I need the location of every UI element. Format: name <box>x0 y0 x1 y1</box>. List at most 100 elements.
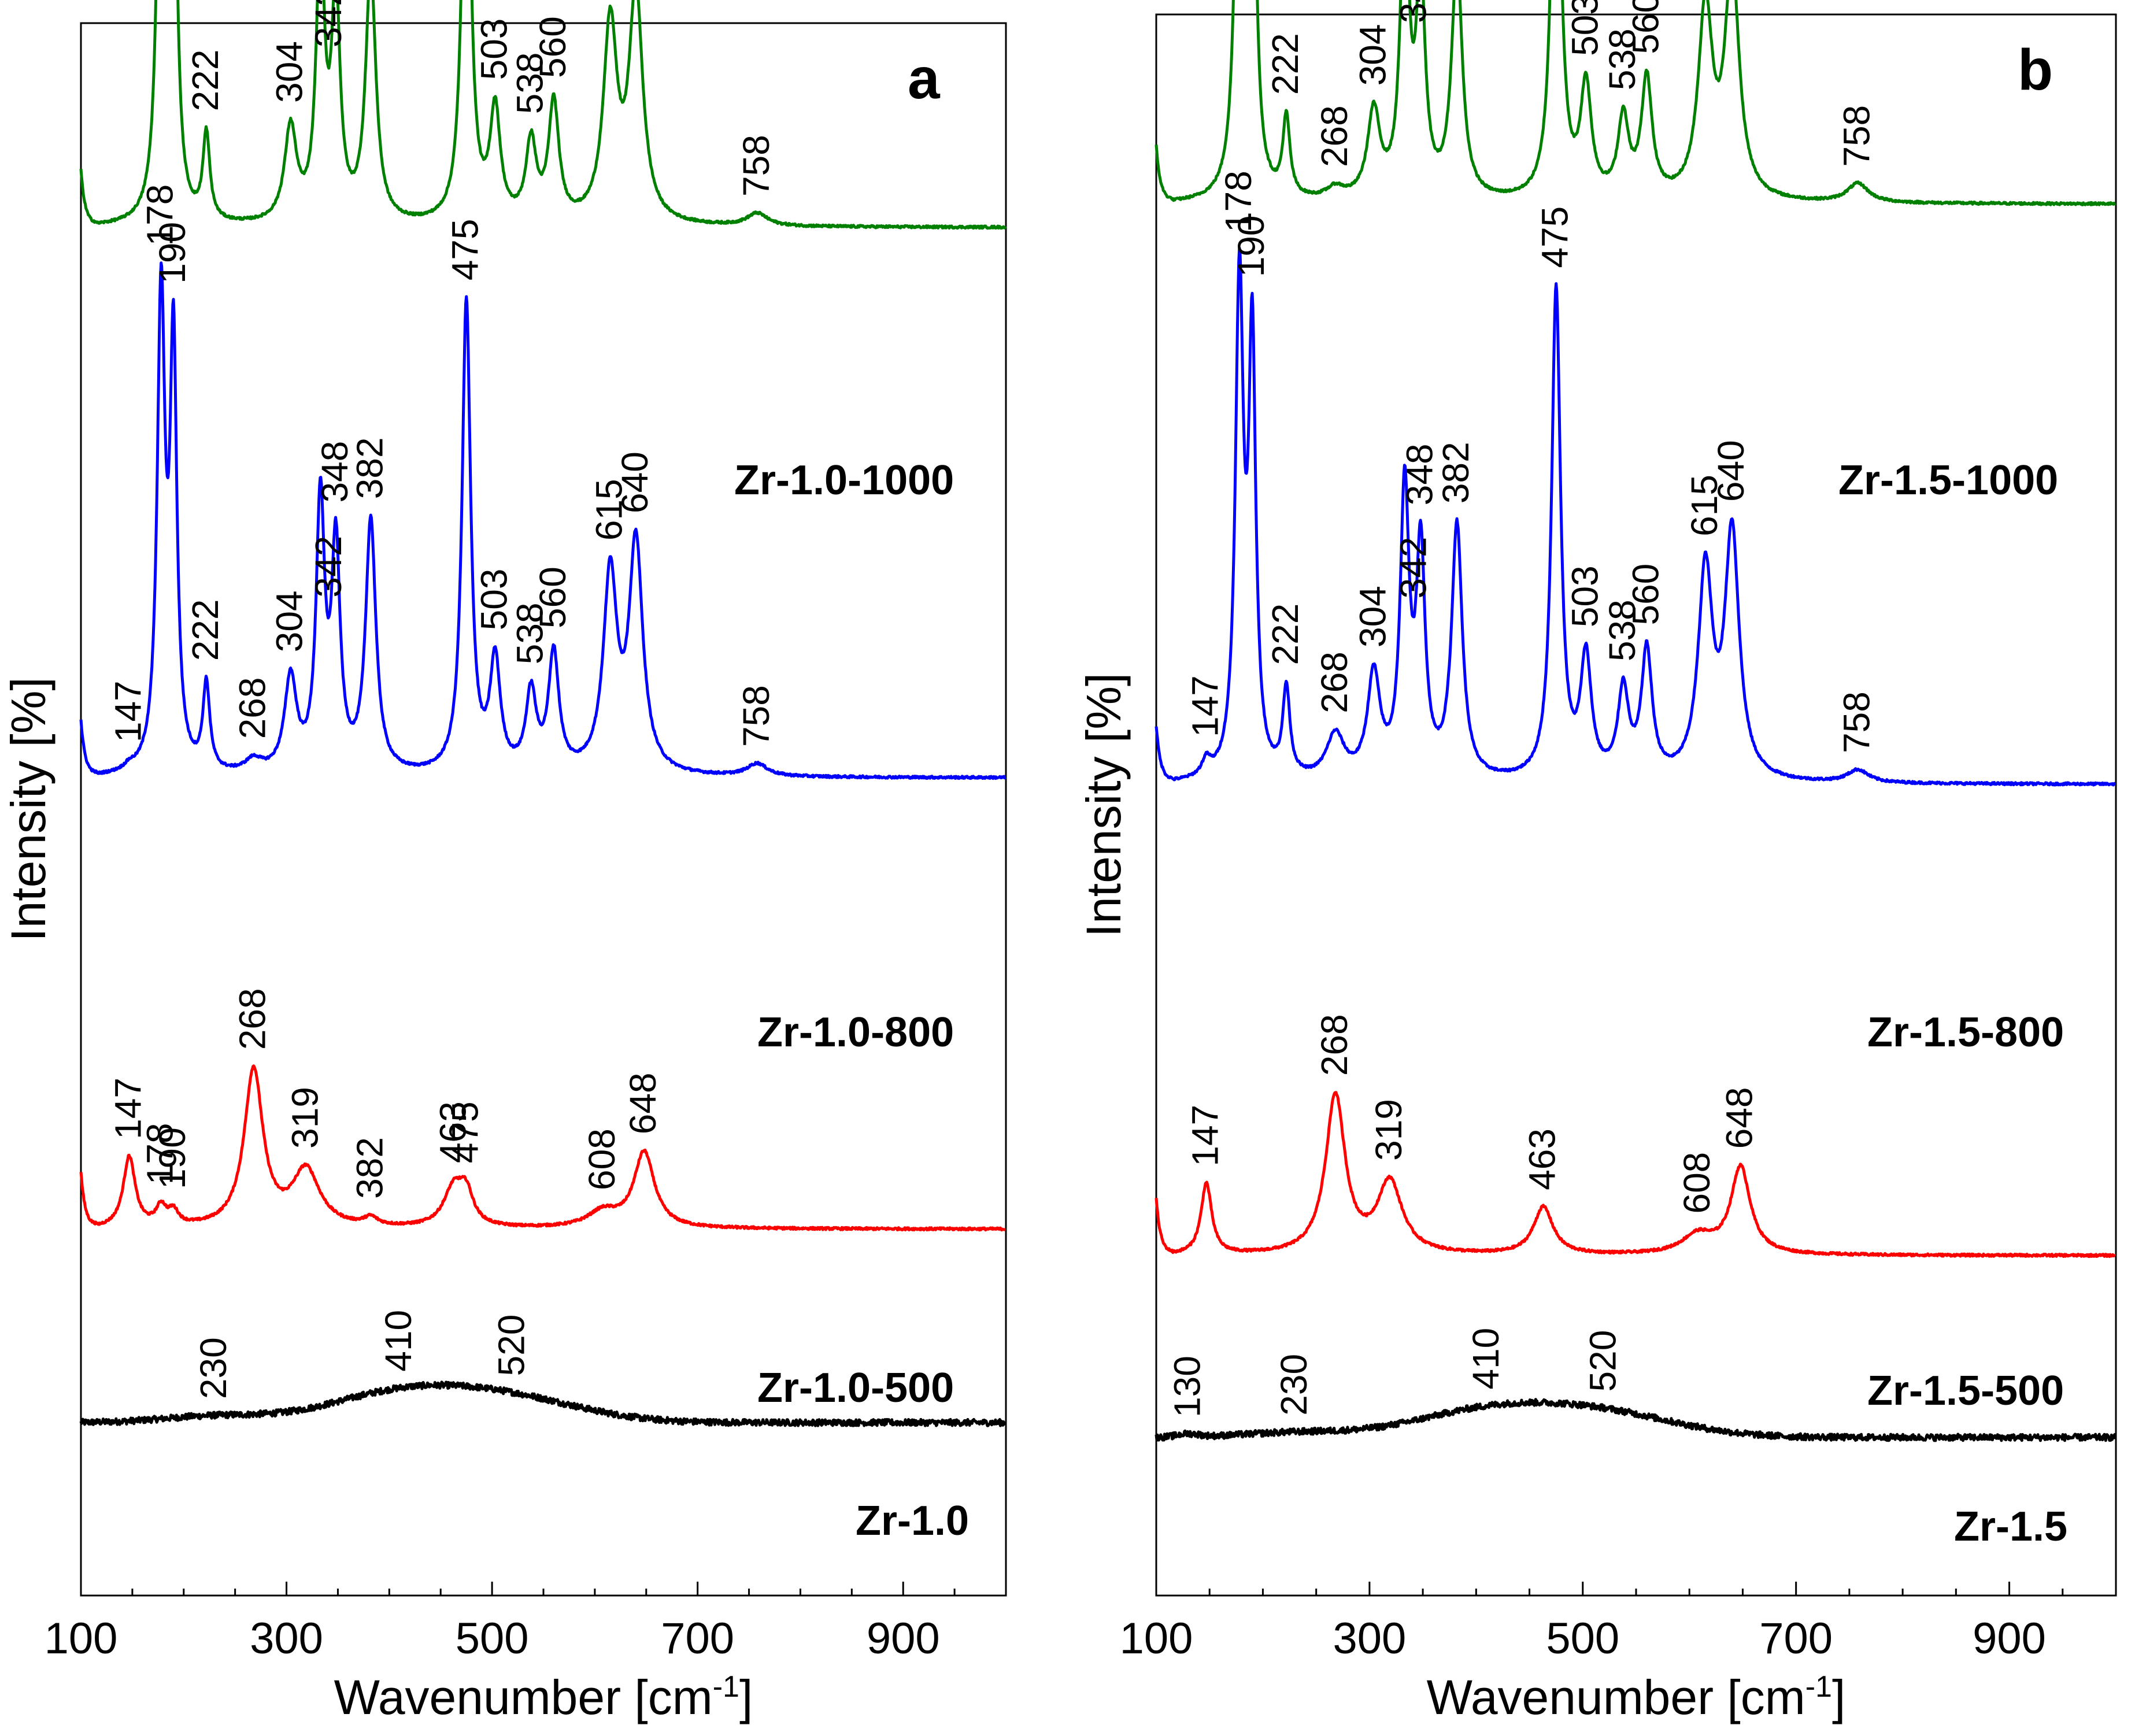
x-tick-label: 300 <box>1333 1614 1406 1663</box>
peak-label: 178 <box>139 1123 181 1185</box>
peak-label: 304 <box>269 41 310 103</box>
peak-label: 178 <box>1218 171 1259 232</box>
peak-label: 538 <box>509 602 551 664</box>
peak-label: 640 <box>614 451 656 513</box>
peak-label: 190 <box>1230 215 1272 277</box>
x-tick-label: 300 <box>250 1614 323 1663</box>
panel-label: b <box>2018 38 2053 102</box>
series-zr-1.5: Zr-1.5 130 230 410 520 <box>1155 1328 2117 1550</box>
series-name-label: Zr-1.0-500 <box>757 1365 954 1411</box>
series-name-label: Zr-1.5-500 <box>1867 1368 2064 1414</box>
peak-label: 304 <box>1352 586 1393 647</box>
peak-label: 222 <box>1264 33 1306 95</box>
peak-label: 758 <box>735 685 777 747</box>
x-tick-label: 700 <box>661 1614 734 1663</box>
peak-label: 147 <box>108 1078 149 1139</box>
peak-label: 342 <box>1392 537 1434 599</box>
peak-label: 560 <box>1625 564 1666 625</box>
series-name-label: Zr-1.0-1000 <box>734 457 954 504</box>
x-tick-label: 100 <box>1120 1614 1193 1663</box>
peak-label: 538 <box>1601 599 1643 661</box>
x-axis-title: Wavenumber [cm-1] <box>1427 1670 1846 1724</box>
peak-label: 615 <box>589 479 630 541</box>
peak-label: 342 <box>1392 0 1434 23</box>
peak-label: 648 <box>1719 1087 1760 1149</box>
peak-label: 319 <box>284 1087 325 1149</box>
peak-label: 648 <box>622 1072 664 1134</box>
series-line <box>1155 0 2117 206</box>
peak-label: 475 <box>445 1101 486 1163</box>
x-tick-label: 500 <box>1546 1614 1619 1663</box>
peak-label: 348 <box>1398 443 1440 505</box>
y-axis-title: Intensity [%] <box>1076 673 1131 938</box>
series-line <box>79 0 1007 230</box>
peak-label: 268 <box>232 988 273 1050</box>
x-axis-title: Wavenumber [cm-1] <box>334 1670 753 1724</box>
series-name-label: Zr-1.5-1000 <box>1838 457 2058 504</box>
peak-label: 147 <box>1185 1105 1226 1167</box>
series-zr-1.0-800: Zr-1.0-800147178190222268304342348382475… <box>79 184 1007 1056</box>
peak-label: 222 <box>1264 604 1306 665</box>
peak-label: 382 <box>1435 442 1477 504</box>
peak-label: 190 <box>151 222 193 284</box>
peak-label: 147 <box>108 680 149 742</box>
peak-label: 268 <box>1313 105 1355 167</box>
peak-label: 190 <box>151 1127 193 1189</box>
peak-label: 410 <box>378 1310 419 1372</box>
peak-label: 758 <box>735 135 777 197</box>
peak-label: 130 <box>1166 1356 1208 1417</box>
x-tick-label: 900 <box>1973 1614 2046 1663</box>
peak-label: 382 <box>349 1137 390 1199</box>
y-axis-title: Intensity [%] <box>1 677 55 942</box>
chart-panel-b: 100 300 500 700 900 Wavenumber [cm-1] Intensit… <box>1076 0 2117 1724</box>
panel-label: a <box>908 46 941 111</box>
peak-label: 538 <box>1601 28 1643 90</box>
series-line <box>1155 1091 2117 1258</box>
peak-label: 410 <box>1465 1328 1507 1390</box>
peak-label: 560 <box>532 567 573 628</box>
peak-label: 268 <box>1313 1014 1355 1076</box>
peak-label: 615 <box>1683 475 1725 536</box>
series-name-label: Zr-1.0 <box>856 1498 969 1544</box>
peak-label: 230 <box>193 1337 234 1399</box>
series-line <box>79 1380 1007 1427</box>
peak-label: 608 <box>581 1128 623 1190</box>
peak-label: 520 <box>491 1315 532 1376</box>
peak-label: 222 <box>184 599 226 661</box>
series-line <box>1155 246 2117 787</box>
chart-panel-a: 100 300 500 700 900 Wavenumber [cm-1] Intensit… <box>1 0 1007 1724</box>
series-line <box>79 1064 1007 1232</box>
series-line <box>1155 1398 2117 1442</box>
peak-label: 503 <box>1564 0 1605 56</box>
series-line <box>79 261 1007 780</box>
peak-label: 640 <box>1710 440 1752 502</box>
series-name-label: Zr-1.0-800 <box>757 1009 954 1056</box>
x-tick-label: 900 <box>867 1614 940 1663</box>
peak-label: 475 <box>1534 206 1576 268</box>
peak-label: 560 <box>1625 0 1666 54</box>
peak-label: 475 <box>445 219 486 280</box>
peak-label: 463 <box>1522 1128 1563 1190</box>
peak-label: 758 <box>1836 691 1878 753</box>
peak-label: 538 <box>509 52 551 114</box>
peak-label: 268 <box>232 678 273 739</box>
peak-label: 520 <box>1582 1330 1624 1392</box>
peak-label: 222 <box>184 50 226 112</box>
series-name-label: Zr-1.5 <box>1954 1504 2067 1550</box>
peak-label: 503 <box>473 569 515 631</box>
peak-label: 503 <box>1564 565 1605 627</box>
series-zr-1.0: Zr-1.0 230 410 520 <box>79 1310 1007 1544</box>
peak-label: 319 <box>1368 1099 1409 1161</box>
peak-label: 608 <box>1676 1152 1718 1214</box>
peak-label: 304 <box>1352 24 1393 86</box>
peak-label: 178 <box>139 184 181 246</box>
x-tick-label: 700 <box>1759 1614 1833 1663</box>
x-tick-label: 100 <box>45 1614 118 1663</box>
peak-label: 382 <box>349 437 390 499</box>
peak-label: 268 <box>1313 652 1355 713</box>
